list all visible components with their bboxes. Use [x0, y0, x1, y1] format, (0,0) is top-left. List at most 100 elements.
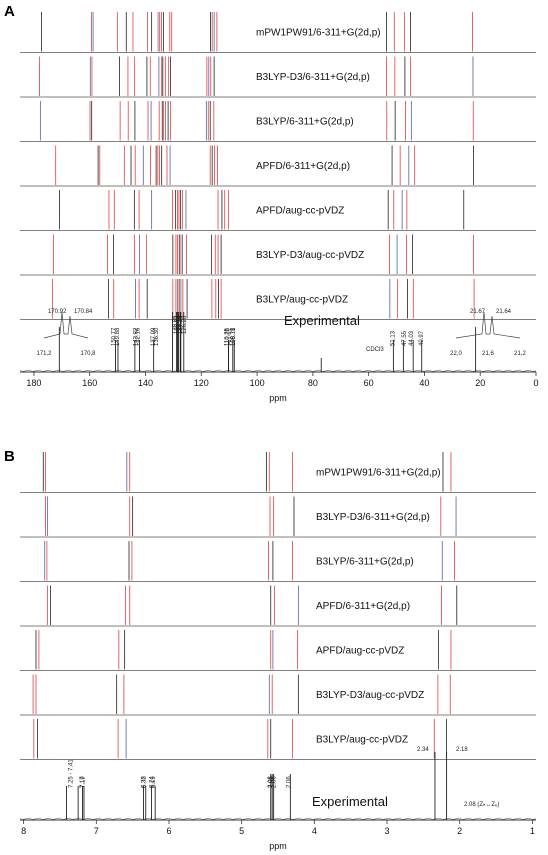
method-label: B3LYP/aug-cc-pVDZ [256, 295, 348, 306]
method-label: B3LYP-D3/6-311+G(2d,p) [256, 72, 370, 83]
peak-value-label: 7.25 - 7.41 [68, 759, 74, 788]
inset-tick-label: 170,8 [80, 351, 96, 357]
x-tick-label: 8 [21, 826, 26, 836]
method-label: B3LYP/6-311+G(2d,p) [256, 117, 354, 128]
peak-value-label: 128.19 [177, 315, 183, 334]
method-row: B3LYP-D3/6-311+G(2d,p) [20, 496, 536, 538]
peak-value-label: 2.06 [272, 776, 278, 788]
x-tick-label: 5 [239, 826, 244, 836]
x-tick-label: 1 [530, 826, 535, 836]
experimental-spectrum: Experimental 180 160 140 120 100 80 60 40 20 0 ppm 1… [19, 309, 539, 403]
x-tick-label: 0 [533, 378, 538, 388]
method-label: APFD/aug-cc-pVDZ [316, 646, 404, 657]
panel-letter-b: B [4, 448, 15, 465]
x-tick-label: 140 [138, 378, 153, 388]
x-axis-title: ppm [269, 841, 287, 851]
x-tick-label: 40 [419, 378, 429, 388]
x-tick-label: 120 [194, 378, 209, 388]
inset-tick-label: 22,0 [450, 351, 462, 357]
method-row: B3LYP-D3/aug-cc-pVDZ [20, 674, 536, 716]
top-peak-label: 2.18 [456, 747, 468, 753]
peak-value-label: 110.26 [226, 327, 232, 346]
method-row: B3LYP-D3/6-311+G(2d,p) [20, 56, 536, 98]
peak-value-label: 143.82 [133, 327, 139, 346]
method-row: APFD/6-311+G(2d,p) [20, 585, 536, 627]
panel-a-carbon-spectra: mPW1PW91/6-311+G(2d,p) B3LYP-D3/6-311+G(2… [19, 12, 539, 403]
peak-value-label: 149.88 [115, 327, 121, 346]
method-row: B3LYP/aug-cc-pVDZ [20, 279, 536, 320]
method-row: mPW1PW91/6-311+G(2d,p) [20, 12, 536, 53]
method-label: B3LYP/6-311+G(2d,p) [316, 557, 414, 568]
peak-value-label: 127.54 [176, 315, 182, 334]
peak-value-label: 7.19 [81, 776, 87, 788]
solvent-label: CDCl3 [366, 347, 384, 353]
panel-b-proton-spectra: mPW1PW91/6-311+G(2d,p) B3LYP-D3/6-311+G(2… [19, 452, 537, 851]
peak-value-label: 2.06 [286, 776, 292, 788]
peak-value-label: 150.77 [111, 327, 117, 346]
method-label: mPW1PW91/6-311+G(2d,p) [256, 28, 381, 39]
method-label: B3LYP-D3/6-311+G(2d,p) [316, 512, 430, 523]
x-tick-label: 7 [94, 826, 99, 836]
peak-value-label: 44.03 [409, 330, 415, 346]
peak-value-label: 108.18 [230, 327, 236, 346]
method-row: APFD/aug-cc-pVDZ [20, 630, 536, 671]
peak-value-label: 6.24 [150, 776, 156, 788]
method-label: B3LYP-D3/aug-cc-pVDZ [256, 250, 364, 261]
top-peak-label: 2.34 [417, 747, 429, 753]
inset-peak-label: 21.67 [470, 309, 486, 315]
peak-value-label: 110.25 [224, 327, 230, 346]
method-label: B3LYP/aug-cc-pVDZ [316, 735, 408, 746]
method-row: mPW1PW91/6-311+G(2d,p) [20, 452, 536, 493]
peak-value-label: 108.71 [231, 327, 237, 346]
method-row: B3LYP/6-311+G(2d,p) [20, 101, 536, 142]
experimental-inset: 21.67 21.64 22,0 21,6 21,2 [450, 309, 526, 357]
inset-peak-label: 21.64 [496, 309, 512, 315]
x-tick-label: 4 [312, 826, 317, 836]
x-tick-label: 160 [82, 378, 97, 388]
experimental-spectrum: Experimental 8 7 6 5 4 3 2 1 ppm 7.25 - 7.41 7.197.… [19, 747, 537, 851]
experimental-label: Experimental [284, 313, 360, 328]
inset-tick-label: 171,2 [36, 351, 52, 357]
x-tick-label: 100 [250, 378, 265, 388]
inset-trace [43, 311, 89, 339]
inset-trace [455, 311, 521, 339]
baseline-noise [19, 369, 537, 372]
peak-value-label: 127.34 [178, 315, 184, 334]
side-annotation: 2.08 (Zₕ↔Zₑ) [464, 802, 499, 808]
method-label: APFD/aug-cc-pVDZ [256, 206, 344, 217]
peak-value-label: 7.17 [80, 776, 86, 788]
x-tick-label: 6 [166, 826, 171, 836]
x-tick-label: 80 [308, 378, 318, 388]
x-tick-label: 60 [364, 378, 374, 388]
inset-tick-label: 21,2 [514, 351, 526, 357]
method-row: APFD/6-311+G(2d,p) [20, 145, 536, 187]
x-tick-label: 180 [26, 378, 41, 388]
method-label: mPW1PW91/6-311+G(2d,p) [316, 468, 441, 479]
peak-value-label: 6.32 [142, 776, 148, 788]
peak-value-label: 6.19 [151, 776, 157, 788]
method-row: B3LYP-D3/aug-cc-pVDZ [20, 234, 536, 276]
inset-peak-label: 170.92 [48, 309, 67, 315]
experimental-inset: 170.92 170.84 171,2 170,8 [36, 309, 96, 357]
peak-value-label: 136.30 [154, 327, 160, 346]
peak-value-label: 137.09 [151, 327, 157, 346]
experimental-label: Experimental [312, 794, 388, 809]
x-axis-title: ppm [269, 393, 287, 403]
peak-value-label: 6.35 [142, 776, 148, 788]
peak-value-label: 2.06 [269, 776, 275, 788]
peak-value-label: 47.55 [402, 330, 408, 346]
panel-letter-a: A [4, 3, 15, 20]
inset-peak-label: 170.84 [74, 309, 93, 315]
method-label: APFD/6-311+G(2d,p) [316, 601, 410, 612]
peak-value-label: 40.97 [419, 330, 425, 346]
x-tick-label: 2 [457, 826, 462, 836]
peak-value-label: 51.13 [391, 330, 397, 346]
baseline-noise [19, 817, 537, 820]
method-row: APFD/aug-cc-pVDZ [20, 190, 536, 231]
x-tick-label: 3 [385, 826, 390, 836]
method-label: APFD/6-311+G(2d,p) [256, 161, 350, 172]
method-row: B3LYP/aug-cc-pVDZ [20, 719, 536, 760]
peak-value-label: 126.28 [182, 315, 188, 334]
peak-value-label: 2.08 [268, 776, 274, 788]
